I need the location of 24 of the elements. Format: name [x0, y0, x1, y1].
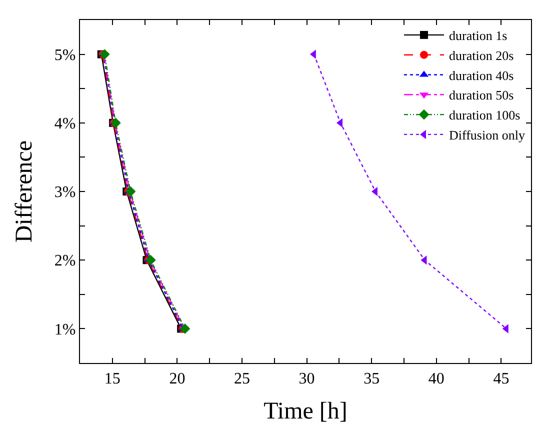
y-tick-label: 1% — [54, 321, 76, 338]
point — [145, 254, 156, 266]
y-tick-label: 2% — [54, 252, 76, 270]
point — [180, 324, 190, 334]
x-axis-title: Time [h] — [264, 398, 348, 425]
point — [99, 49, 110, 60]
legend-label: duration 40s — [449, 68, 514, 83]
y-tick-label: 3% — [54, 184, 76, 202]
x-tick-label: 15 — [104, 370, 120, 388]
y-axis-title: Difference — [11, 140, 38, 243]
x-tick-label: 30 — [298, 370, 315, 388]
y-tick-label: 5% — [54, 46, 76, 64]
legend-label: duration 20s — [449, 48, 514, 63]
point — [125, 186, 136, 197]
x-tick-label: 45 — [493, 370, 510, 388]
legend-label: duration 1s — [449, 28, 508, 44]
x-tick-label: 35 — [364, 370, 380, 388]
x-tick-label: 40 — [428, 370, 444, 388]
legend-label: duration 100s — [449, 108, 520, 123]
legend-label: Diffusion only — [449, 128, 526, 143]
legend-label: duration 50s — [449, 88, 514, 103]
y-tick-label: 4% — [54, 116, 76, 132]
x-tick-label: 25 — [234, 370, 250, 388]
x-tick-label: 20 — [169, 370, 186, 388]
